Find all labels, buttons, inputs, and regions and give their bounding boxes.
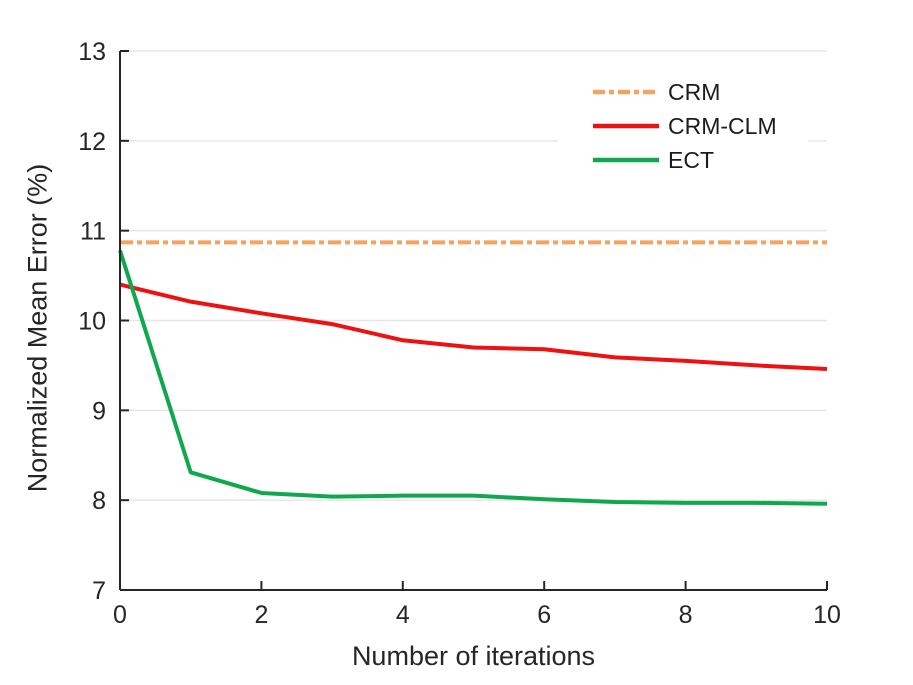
legend-item-crm-clm: CRM-CLM [558, 109, 808, 143]
series-line-ect [118, 249, 828, 506]
x-tick-label: 8 [679, 601, 693, 629]
y-tick-label: 8 [92, 487, 106, 515]
legend-swatch-crm-line [593, 89, 659, 95]
legend-label-ect: ECT [668, 146, 714, 173]
legend-item-crm: CRM [558, 75, 808, 109]
y-tick-label: 13 [78, 38, 106, 66]
series-line-crm-clm [119, 282, 828, 372]
y-tick-label: 10 [78, 308, 106, 336]
y-axis-title: Normalized Mean Error (%) [22, 163, 53, 493]
y-tick-label: 7 [92, 577, 106, 605]
x-tick-label: 4 [396, 601, 410, 629]
legend-item-ect: ECT [558, 143, 808, 177]
y-tick-label: 12 [78, 128, 106, 156]
legend-swatch-ect-line [593, 157, 659, 163]
x-tick-label: 10 [813, 601, 841, 629]
x-tick-label: 2 [254, 601, 268, 629]
y-tick-label: 9 [92, 397, 106, 425]
x-tick-label: 6 [537, 601, 551, 629]
legend-label-crm-clm: CRM-CLM [668, 112, 777, 139]
legend-swatch-crm-clm-line [593, 123, 659, 129]
x-axis-title: Number of iterations [351, 641, 596, 671]
y-tick-label: 11 [80, 218, 106, 246]
legend: CRM CRM-CLM ECT [558, 73, 808, 179]
x-tick-label: 0 [113, 601, 127, 629]
legend-label-crm: CRM [668, 78, 721, 105]
